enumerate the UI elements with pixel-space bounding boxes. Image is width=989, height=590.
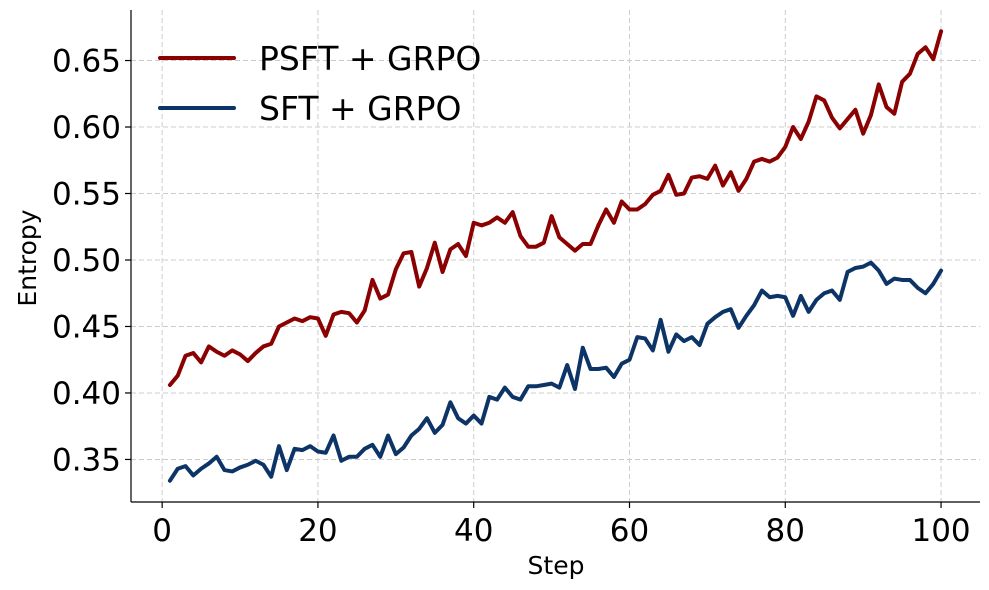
y-tick-label: 0.50	[52, 243, 121, 279]
legend-label-psft-grpo: PSFT + GRPO	[259, 39, 481, 78]
y-tick-label: 0.65	[52, 44, 121, 80]
y-axis-title: Entropy	[13, 209, 42, 306]
legend-label-sft-grpo: SFT + GRPO	[259, 89, 462, 128]
series-layer	[167, 29, 944, 483]
y-tick-label: 0.40	[52, 376, 121, 412]
y-tick-label: 0.45	[52, 309, 121, 345]
series-line-sft-grpo	[167, 260, 944, 483]
x-tick-label: 80	[766, 513, 805, 549]
y-ticks: 0.35 0.40 0.45 0.50 0.55 0.60 0.65	[52, 44, 131, 478]
y-tick-label: 0.60	[52, 110, 121, 146]
y-tick-label: 0.55	[52, 177, 121, 213]
x-tick-label: 40	[454, 513, 493, 549]
axes	[130, 10, 980, 503]
x-tick-label: 0	[152, 513, 172, 549]
x-tick-label: 20	[298, 513, 337, 549]
x-tick-label: 100	[911, 513, 970, 549]
x-tick-label: 60	[610, 513, 649, 549]
grid	[131, 10, 980, 502]
x-axis-title: Step	[528, 551, 585, 580]
y-tick-label: 0.35	[52, 442, 121, 478]
legend: PSFT + GRPO SFT + GRPO	[158, 39, 481, 128]
x-ticks: 0 20 40 60 80 100	[152, 502, 971, 549]
series-line-psft-grpo	[167, 29, 944, 387]
